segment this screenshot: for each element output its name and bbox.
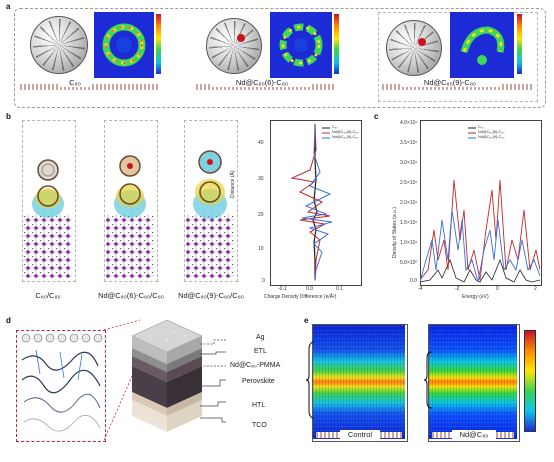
electron-density-map xyxy=(94,12,154,78)
dos-xtick-2: 0 xyxy=(496,286,499,292)
structure-box-3 xyxy=(184,120,238,282)
nd-atom-nd9 xyxy=(418,38,426,46)
cdd-xtick-pos: 0.1 xyxy=(336,286,343,292)
label-nd6: Nd@C₈₀(6)-C₈₀ xyxy=(212,78,312,87)
cdd-xtick-neg: -0.1 xyxy=(278,286,287,292)
electron-density-map-nd9 xyxy=(450,12,514,78)
cdd-xlabel: Charge Density Difference (e/Å²) xyxy=(264,294,337,300)
cdd-legend-2: Nd@C₈₀(6)-C₈₀ xyxy=(332,130,359,134)
dos-ylabel: Density of States (a.u.) xyxy=(392,207,398,258)
heatmap-nd xyxy=(429,325,517,439)
panel-label-c: c xyxy=(374,112,379,121)
fullerene-model-nd9 xyxy=(386,20,442,76)
cdd-ytick-0: 0 xyxy=(262,278,265,284)
layer-interlayer: Nd@C₈₀-PMMA xyxy=(230,362,281,369)
cdd-plot-frame xyxy=(270,120,362,286)
dos-ytick-3: 2.5×10¹ xyxy=(400,180,418,186)
panel-a-frame xyxy=(14,8,546,108)
dos-ytick-5: 1.5×10¹ xyxy=(400,220,418,226)
panel-label-e: e xyxy=(304,316,309,325)
layer-etl: ETL xyxy=(254,348,267,355)
layer-htl: HTL xyxy=(252,402,266,409)
cdd-ytick-40: 40 xyxy=(258,140,264,146)
layer-tco: TCO xyxy=(252,422,267,429)
fullerene-model xyxy=(30,16,88,74)
cdd-xtick-zero: 0.0 xyxy=(306,286,313,292)
hatched-label-bar-nd6 xyxy=(196,84,336,90)
bracket-control xyxy=(306,341,315,419)
dos-xlabel: Energy (eV) xyxy=(462,294,489,300)
heatmap-control xyxy=(313,325,405,439)
dos-plot-frame xyxy=(420,120,542,286)
dos-legend-3: Nd@C₈₀(9)-C₈₀ xyxy=(478,135,505,139)
label-c80: C₈₀ xyxy=(60,78,90,87)
panel-label-d: d xyxy=(6,316,11,325)
colorbar xyxy=(156,14,161,74)
structure-label-1: C₈₀/C₈₀ xyxy=(35,291,61,300)
cdd-ytick-30: 30 xyxy=(258,176,264,182)
hatched-label-bar-nd9 xyxy=(382,84,532,90)
fullerene-model-nd6 xyxy=(206,18,262,74)
structure-models xyxy=(24,150,234,278)
dos-xtick-1: -2 xyxy=(455,286,460,292)
cdd-legend-3: Nd@C₈₀(9)-C₈₀ xyxy=(332,135,359,139)
dos-curves xyxy=(420,127,540,283)
dos-ytick-6: 1.0×10¹ xyxy=(400,240,418,246)
colorbar-nd6 xyxy=(334,14,339,74)
cdd-ytick-20: 20 xyxy=(258,212,264,218)
device-stack xyxy=(131,319,203,432)
colorbar-nd9 xyxy=(517,14,522,74)
heatmap-frame-control xyxy=(312,324,408,442)
cdd-ytick-10: 10 xyxy=(258,246,264,252)
cdd-ylabel: Distance (Å) xyxy=(230,170,236,198)
dos-ytick-8: 0.0 xyxy=(410,278,417,284)
dos-legend-1: C₈₀ xyxy=(478,125,484,129)
structure-box-1 xyxy=(22,120,76,282)
dos-legend-2: Nd@C₈₀(6)-C₈₀ xyxy=(478,130,505,134)
dos-ytick-0: 4.0×10¹ xyxy=(400,120,418,126)
dos-ytick-4: 2.0×10¹ xyxy=(400,200,418,206)
structure-label-3: Nd@C₈₀(9)-C₈₀/C₈₀ xyxy=(178,291,244,300)
nd-atom xyxy=(237,34,245,42)
layer-leader-lines xyxy=(200,339,226,423)
dos-ytick-1: 3.5×10¹ xyxy=(400,140,418,146)
label-nd-sample: Nd@C₈₀ xyxy=(452,430,496,439)
cdd-legend-1: C₈₀ xyxy=(332,125,338,129)
dos-ytick-2: 3.0×10¹ xyxy=(400,160,418,166)
panel-label-a: a xyxy=(6,2,11,11)
hatched-label-bar xyxy=(20,84,160,90)
structure-label-2: Nd@C₈₀(6)-C₈₀/C₈₀ xyxy=(98,291,164,300)
layer-perovskite: Perovskite xyxy=(242,378,275,385)
dos-xtick-0: -4 xyxy=(418,286,423,292)
bracket-nd xyxy=(424,351,433,409)
label-control: Control xyxy=(340,430,380,439)
label-nd9: Nd@C₈₀(9)-C₈₀ xyxy=(400,78,500,87)
layer-ag: Ag xyxy=(256,334,265,341)
dos-ytick-7: 5.0×10⁰ xyxy=(400,260,418,266)
zoom-inset-molecules xyxy=(21,333,103,432)
structure-box-2 xyxy=(104,120,158,282)
heatmap-frame-nd xyxy=(428,324,520,442)
panel-label-b: b xyxy=(6,112,11,121)
dos-xtick-3: 2 xyxy=(534,286,537,292)
zoom-inset-frame xyxy=(16,330,106,442)
colorbar-heatmap xyxy=(524,330,536,432)
electron-density-map-nd6 xyxy=(270,12,332,78)
zoom-connector-lines xyxy=(104,319,141,441)
cdd-curves xyxy=(290,120,333,284)
